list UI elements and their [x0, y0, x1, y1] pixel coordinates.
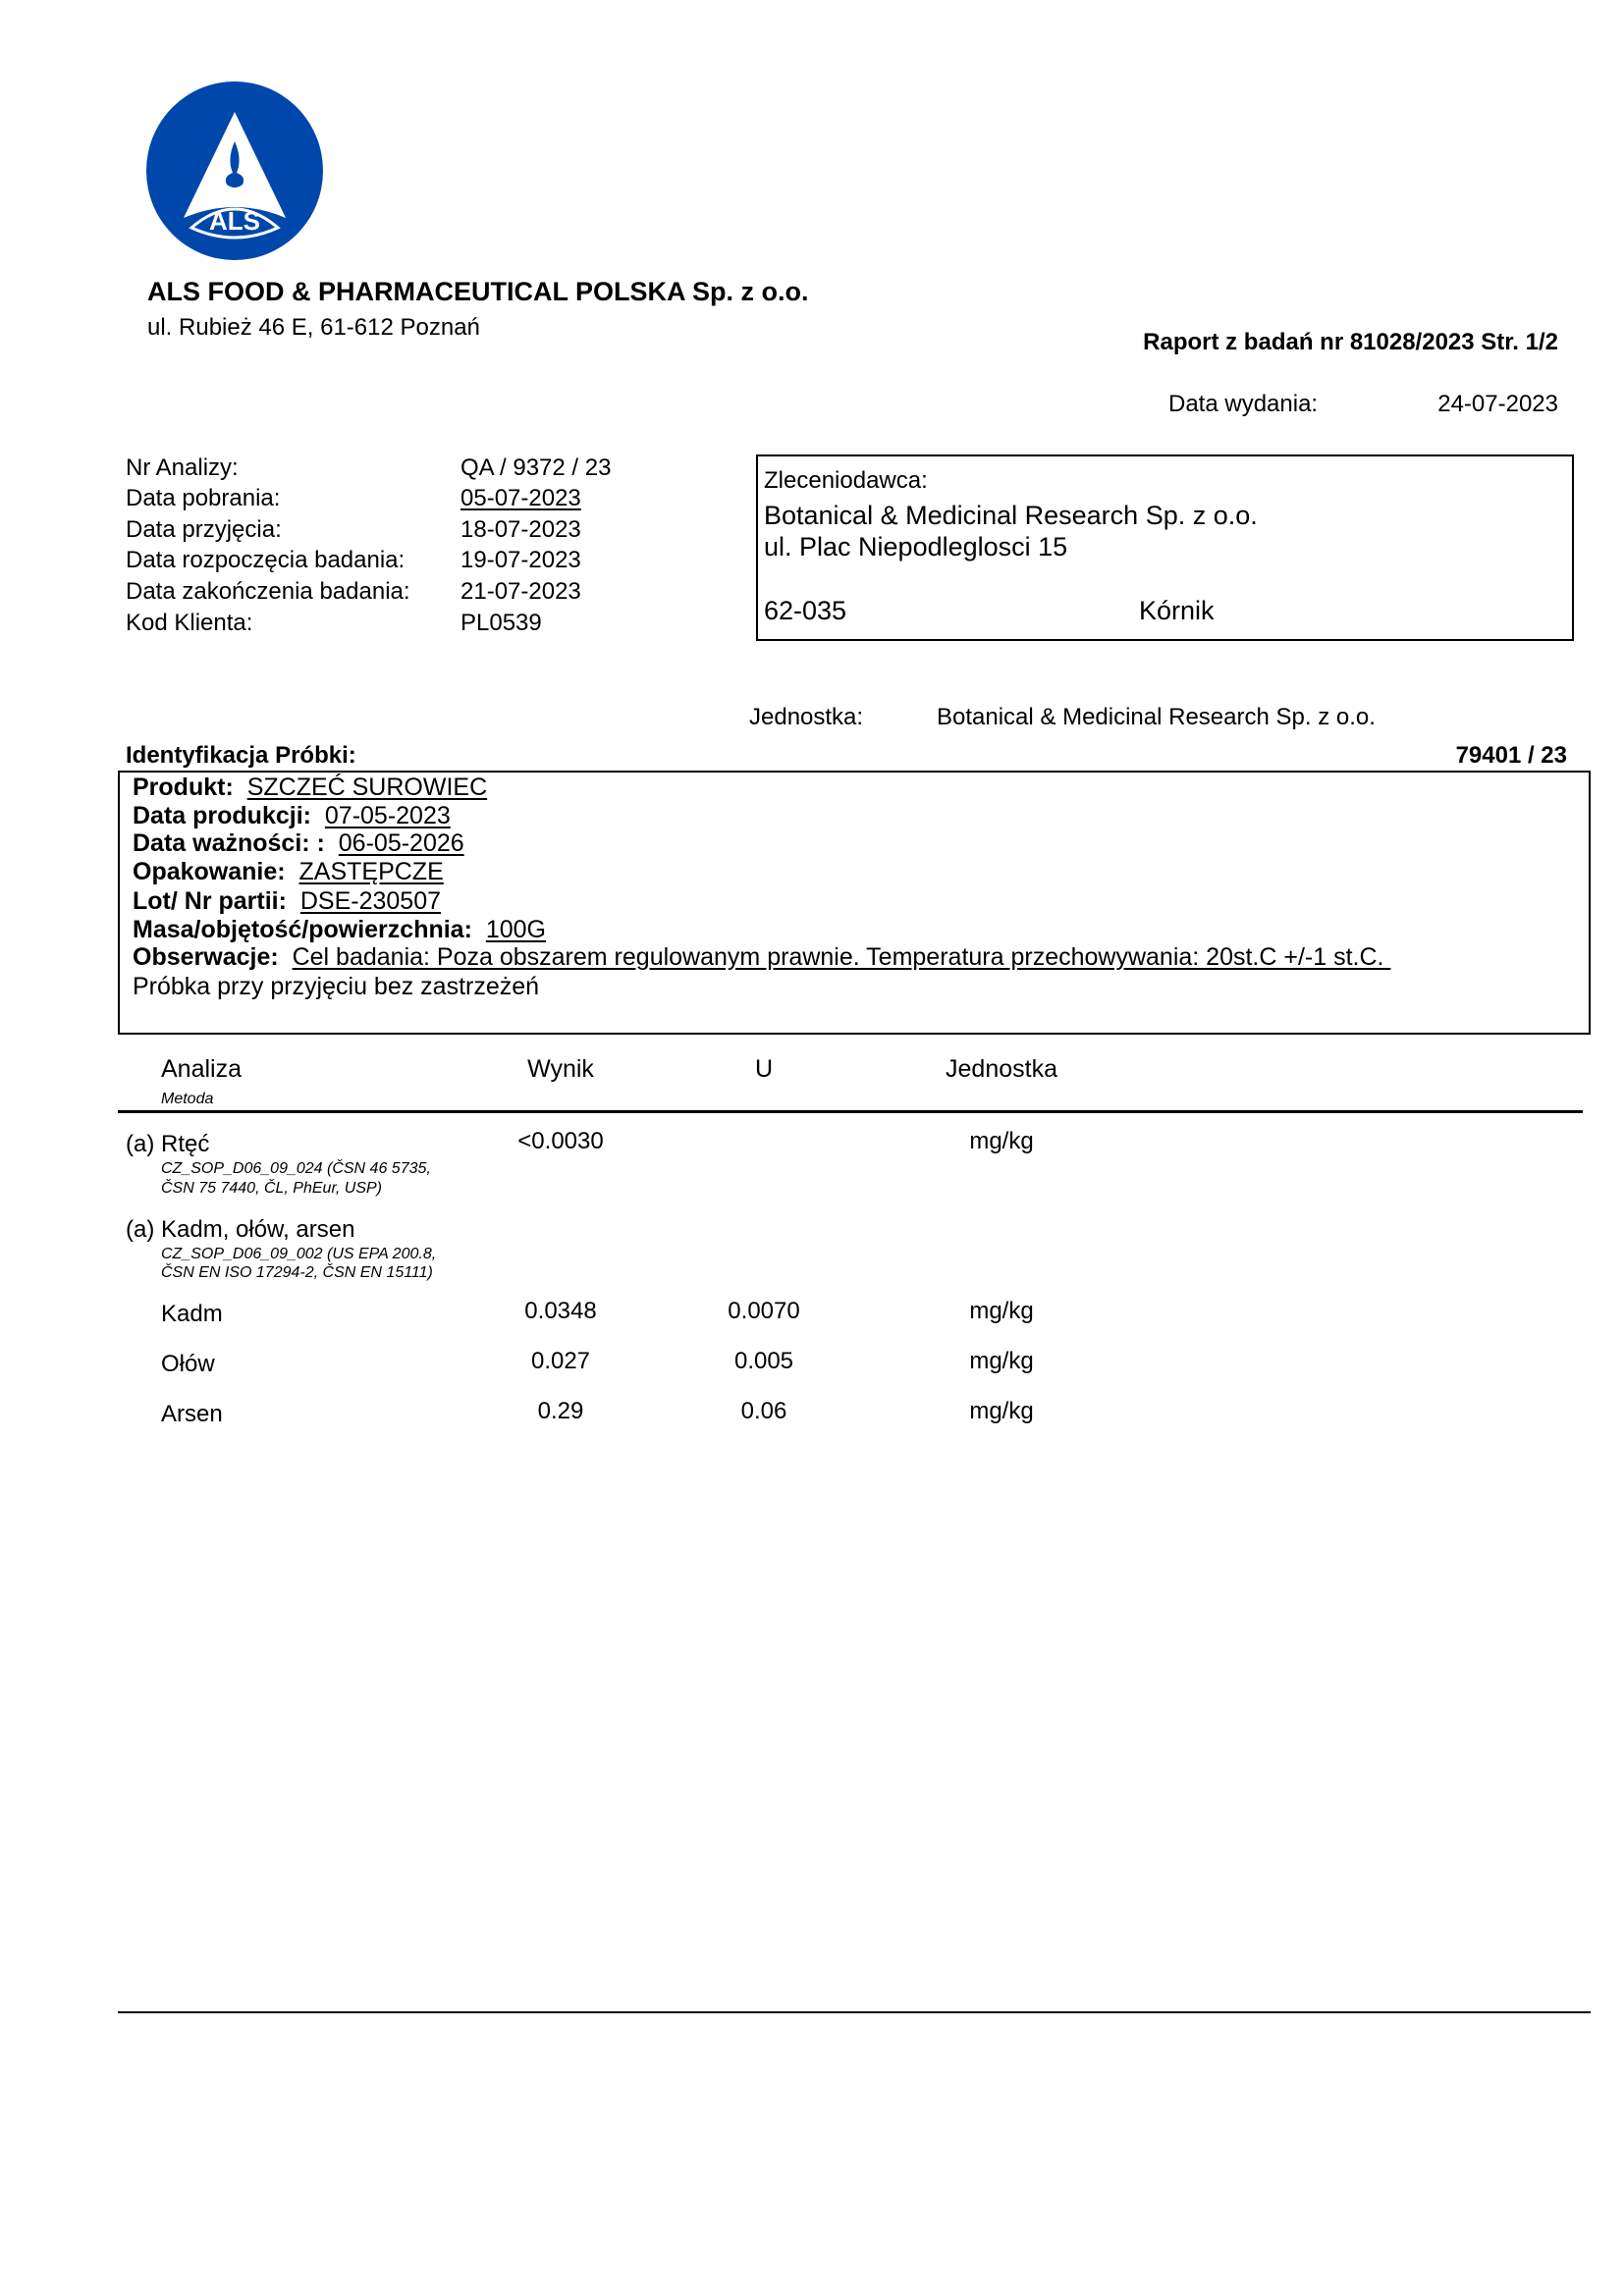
group-method: CZ_SOP_D06_09_002 (US EPA 200.8,: [161, 1246, 437, 1262]
sample-field: Opakowanie: ZASTĘPCZE: [133, 860, 444, 884]
info-label: Data pobrania:: [126, 485, 281, 511]
client-postcode: 62-035: [764, 596, 847, 625]
sample-field-value: 07-05-2023: [324, 802, 451, 829]
row-result: 0.0348: [524, 1298, 597, 1324]
issue-date-value: 24-07-2023: [1437, 391, 1558, 417]
group-result: <0.0030: [517, 1128, 604, 1154]
client-label: Zleceniodawca:: [764, 467, 928, 494]
sample-field-value: 100G: [485, 916, 546, 943]
sample-field-label: Lot/ Nr partii:: [133, 887, 287, 915]
sample-field: Masa/objętość/powierzchnia: 100G: [133, 918, 546, 942]
sample-box: [118, 771, 1591, 1035]
info-label: Nr Analizy:: [126, 454, 239, 481]
sample-note: Próbka przy przyjęciu bez zastrzeżeń: [133, 973, 540, 1000]
client-city: Kórnik: [1139, 596, 1215, 625]
sample-field-value: ZASTĘPCZE: [298, 858, 444, 885]
row-result: 0.027: [530, 1348, 591, 1374]
col-jednostka: Jednostka: [946, 1055, 1057, 1083]
row-result: 0.29: [537, 1398, 584, 1424]
sample-field-label: Masa/objętość/powierzchnia:: [133, 916, 472, 943]
footer-rule: [118, 2011, 1591, 2013]
group-name: (a) Kadm, ołów, arsen: [126, 1216, 355, 1243]
sample-field-label: Produkt:: [133, 774, 234, 801]
sample-field-value: Cel badania: Poza obszarem regulowanym p…: [292, 943, 1391, 971]
sample-field-label: Data ważności: :: [133, 829, 325, 857]
als-logo: ALS: [146, 81, 323, 260]
svg-text:ALS: ALS: [209, 206, 260, 236]
row-unit: mg/kg: [969, 1298, 1034, 1324]
issue-date-label: Data wydania:: [1168, 391, 1319, 417]
group-name: (a) Rtęć: [126, 1131, 210, 1157]
sample-field-value: DSE-230507: [299, 887, 441, 915]
client-box: [756, 454, 1574, 641]
row-uncertainty: 0.0070: [728, 1298, 800, 1324]
group-method: CZ_SOP_D06_09_024 (ČSN 46 5735,: [161, 1160, 431, 1177]
row-uncertainty: 0.06: [740, 1398, 787, 1424]
info-value: PL0539: [460, 610, 542, 636]
info-value: 19-07-2023: [460, 547, 581, 573]
row-name: Kadm: [161, 1301, 223, 1327]
report-number: Raport z badań nr 81028/2023 Str. 1/2: [1143, 329, 1558, 355]
sample-field-value: SZCZEĆ SUROWIEC: [246, 774, 488, 801]
sample-field-label: Opakowanie:: [133, 858, 286, 885]
row-name: Ołów: [161, 1351, 215, 1377]
group-unit: mg/kg: [969, 1128, 1034, 1154]
row-unit: mg/kg: [969, 1398, 1034, 1424]
info-value: QA / 9372 / 23: [460, 454, 612, 481]
sample-number: 79401 / 23: [1455, 742, 1567, 769]
sample-field: Data produkcji: 07-05-2023: [133, 804, 451, 828]
col-metoda: Metoda: [161, 1091, 214, 1107]
info-value: 05-07-2023: [460, 485, 581, 511]
sample-field: Lot/ Nr partii: DSE-230507: [133, 889, 441, 914]
unit-label: Jednostka:: [749, 704, 864, 730]
group-method: ČSN EN ISO 17294-2, ČSN EN 15111): [161, 1264, 433, 1281]
sample-field-label: Obserwacje:: [133, 943, 279, 971]
row-name: Arsen: [161, 1401, 223, 1427]
group-method: ČSN 75 7440, ČL, PhEur, USP): [161, 1180, 382, 1197]
info-label: Kod Klienta:: [126, 610, 253, 636]
sample-field: Data ważności: : 06-05-2026: [133, 831, 464, 856]
sample-field-label: Data produkcji:: [133, 802, 311, 829]
client-street: ul. Plac Niepodleglosci 15: [764, 532, 1068, 561]
col-analiza: Analiza: [161, 1055, 242, 1083]
company-name: ALS FOOD & PHARMACEUTICAL POLSKA Sp. z o…: [147, 277, 809, 306]
sample-field-value: 06-05-2026: [338, 829, 464, 857]
sample-field: Obserwacje: Cel badania: Poza obszarem r…: [133, 945, 1390, 970]
info-label: Data przyjęcia:: [126, 516, 282, 543]
client-name: Botanical & Medicinal Research Sp. z o.o…: [764, 501, 1258, 530]
sample-field: Produkt: SZCZEĆ SUROWIEC: [133, 775, 487, 800]
unit-value: Botanical & Medicinal Research Sp. z o.o…: [937, 704, 1376, 730]
info-label: Data rozpoczęcia badania:: [126, 547, 406, 573]
company-address: ul. Rubież 46 E, 61-612 Poznań: [147, 314, 480, 341]
row-unit: mg/kg: [969, 1348, 1034, 1374]
col-u: U: [754, 1055, 774, 1083]
header-rule: [118, 1110, 1583, 1113]
info-value: 21-07-2023: [460, 578, 581, 605]
info-label: Data zakończenia badania:: [126, 578, 410, 605]
sample-title: Identyfikacja Próbki:: [126, 742, 356, 769]
info-value: 18-07-2023: [460, 516, 581, 543]
col-wynik: Wynik: [527, 1055, 594, 1083]
row-uncertainty: 0.005: [733, 1348, 794, 1374]
